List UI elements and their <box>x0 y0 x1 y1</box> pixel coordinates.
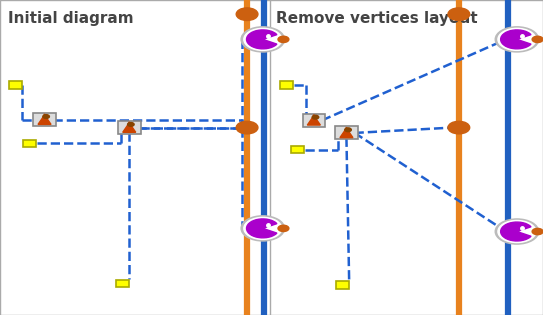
Wedge shape <box>501 30 531 49</box>
Text: Initial diagram: Initial diagram <box>8 11 134 26</box>
Bar <box>33 113 56 126</box>
Polygon shape <box>307 115 320 125</box>
Bar <box>118 121 141 134</box>
Bar <box>280 81 293 89</box>
Circle shape <box>498 28 536 50</box>
Polygon shape <box>38 114 51 124</box>
Wedge shape <box>501 222 531 241</box>
Circle shape <box>532 228 543 235</box>
Circle shape <box>448 121 470 134</box>
Circle shape <box>448 8 470 20</box>
Circle shape <box>236 121 258 134</box>
Circle shape <box>241 27 285 52</box>
Polygon shape <box>123 122 136 132</box>
Bar <box>291 146 304 153</box>
Wedge shape <box>247 219 277 238</box>
Circle shape <box>345 128 351 132</box>
Circle shape <box>495 219 539 244</box>
Bar <box>335 126 358 140</box>
Circle shape <box>244 28 282 50</box>
Bar <box>116 280 129 287</box>
Bar <box>23 140 36 147</box>
Circle shape <box>241 216 285 241</box>
Bar <box>302 114 325 127</box>
Circle shape <box>498 220 536 243</box>
Polygon shape <box>340 127 353 138</box>
Text: Remove vertices layout: Remove vertices layout <box>276 11 477 26</box>
Circle shape <box>236 8 258 20</box>
Circle shape <box>532 36 543 43</box>
Circle shape <box>312 115 319 119</box>
Wedge shape <box>247 30 277 49</box>
Circle shape <box>128 123 134 126</box>
Bar <box>336 281 349 289</box>
Circle shape <box>43 115 49 118</box>
Circle shape <box>495 27 539 52</box>
Bar <box>9 81 22 89</box>
Circle shape <box>244 217 282 239</box>
Circle shape <box>278 225 289 232</box>
Circle shape <box>278 36 289 43</box>
